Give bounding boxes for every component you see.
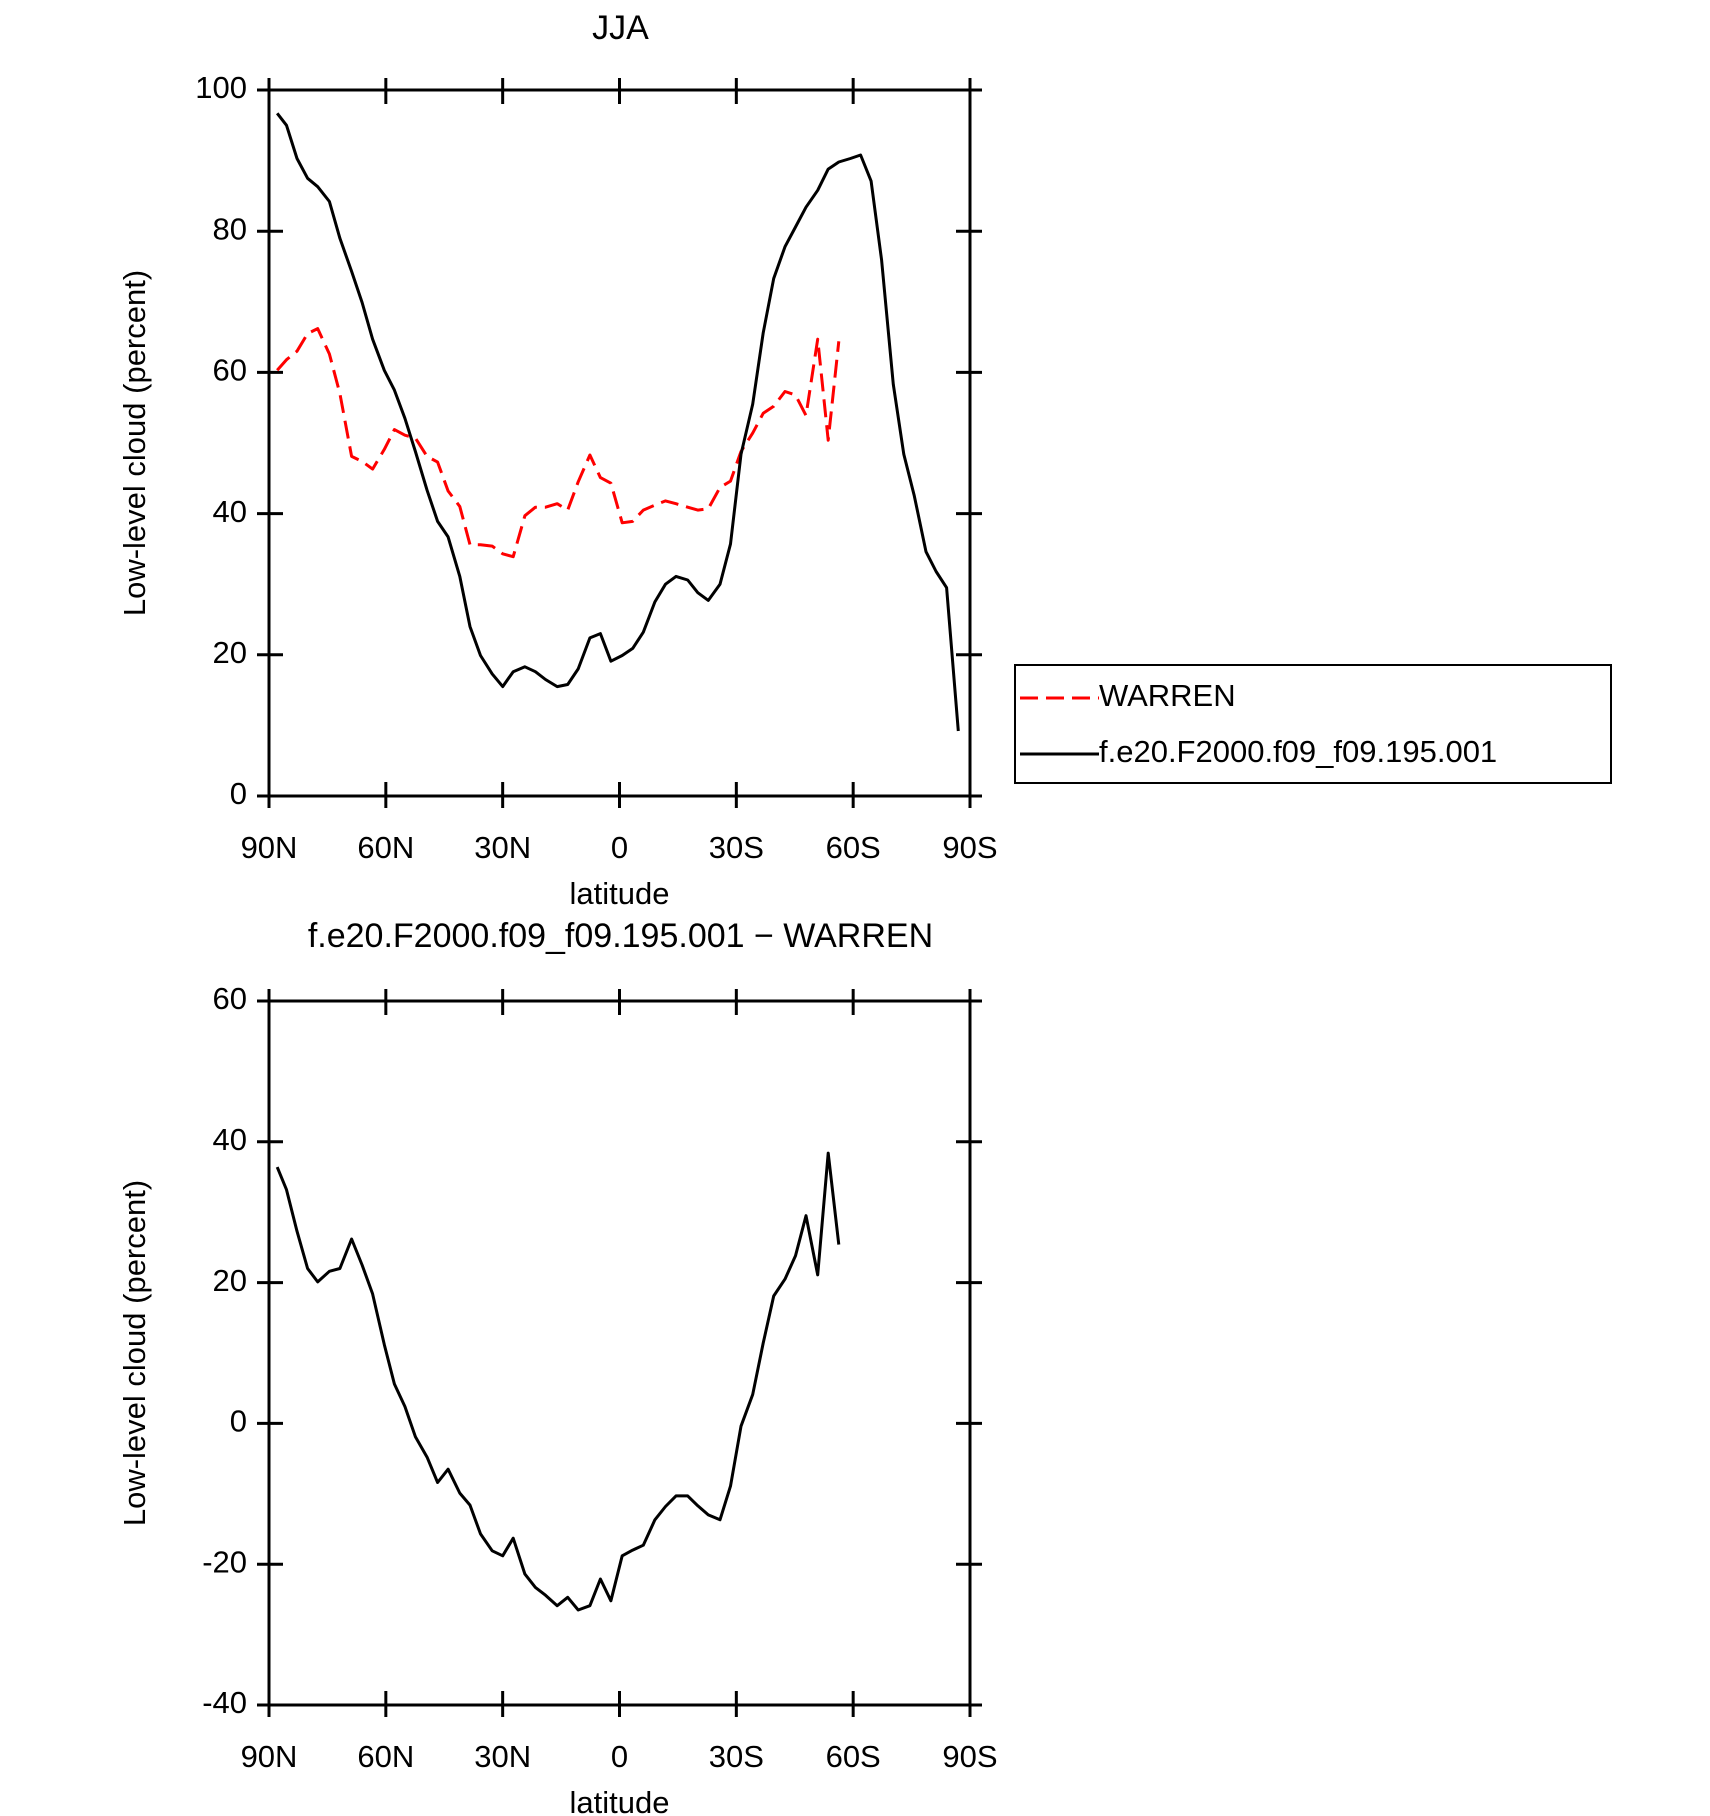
x-tick-label: 30S bbox=[709, 830, 764, 865]
data-line bbox=[275, 1151, 841, 1612]
x-tick-label: 0 bbox=[611, 1739, 628, 1774]
y-tick-label: 20 bbox=[213, 1263, 247, 1298]
x-tick-label: 30S bbox=[709, 1739, 764, 1774]
chart-title: JJA bbox=[592, 9, 649, 47]
y-tick-label: 100 bbox=[195, 70, 247, 105]
y-tick-label: -40 bbox=[202, 1685, 247, 1720]
y-tick-label: 0 bbox=[230, 776, 247, 811]
y-tick-label: 20 bbox=[213, 635, 247, 670]
data-line bbox=[276, 327, 841, 559]
y-tick-label: -20 bbox=[202, 1544, 247, 1579]
chart-title: f.e20.F2000.f09_f09.195.001 − WARREN bbox=[308, 917, 933, 955]
data-line bbox=[276, 112, 960, 732]
y-axis-label: Low-level cloud (percent) bbox=[117, 270, 152, 616]
legend-label: WARREN bbox=[1099, 678, 1236, 713]
x-axis-label: latitude bbox=[570, 1785, 670, 1816]
legend-label: f.e20.F2000.f09_f09.195.001 bbox=[1099, 734, 1497, 769]
y-tick-label: 80 bbox=[213, 211, 247, 246]
x-axis-label: latitude bbox=[570, 876, 670, 911]
x-tick-label: 60N bbox=[357, 1739, 414, 1774]
x-tick-label: 90S bbox=[942, 1739, 997, 1774]
plot-frame bbox=[267, 88, 972, 798]
x-tick-label: 90S bbox=[942, 830, 997, 865]
x-tick-label: 90N bbox=[241, 830, 298, 865]
plot-frame bbox=[267, 999, 972, 1707]
x-tick-label: 60N bbox=[357, 830, 414, 865]
y-tick-label: 60 bbox=[213, 353, 247, 388]
y-tick-label: 60 bbox=[213, 981, 247, 1016]
legend-box bbox=[1014, 664, 1612, 784]
x-tick-label: 30N bbox=[474, 830, 531, 865]
x-tick-label: 60S bbox=[826, 830, 881, 865]
x-tick-label: 30N bbox=[474, 1739, 531, 1774]
y-tick-label: 0 bbox=[230, 1404, 247, 1439]
x-tick-label: 60S bbox=[826, 1739, 881, 1774]
y-axis-label: Low-level cloud (percent) bbox=[117, 1180, 152, 1526]
x-tick-label: 0 bbox=[611, 830, 628, 865]
y-tick-label: 40 bbox=[213, 1122, 247, 1157]
x-tick-label: 90N bbox=[241, 1739, 298, 1774]
y-tick-label: 40 bbox=[213, 494, 247, 529]
